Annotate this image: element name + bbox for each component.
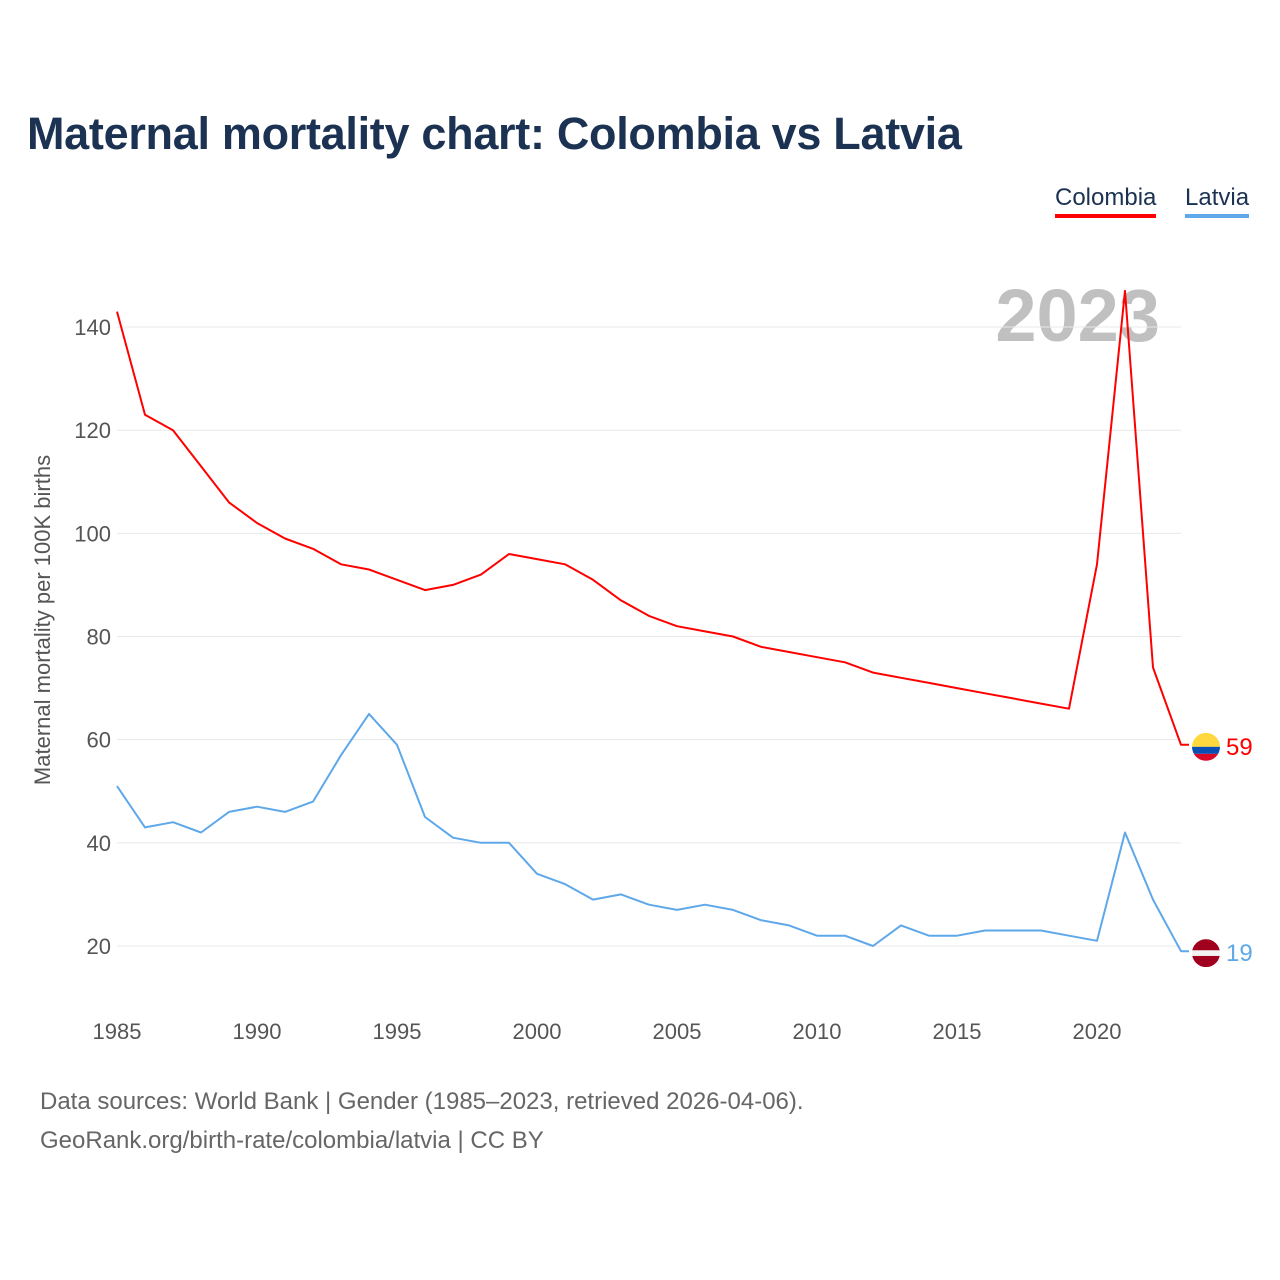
y-tick-label: 20 — [87, 934, 111, 959]
chart-title: Maternal mortality chart: Colombia vs La… — [27, 108, 962, 159]
x-tick-label: 1985 — [93, 1019, 142, 1044]
x-tick-label: 2010 — [793, 1019, 842, 1044]
series-line-colombia — [116, 289, 1189, 746]
x-tick-label: 1995 — [373, 1019, 422, 1044]
y-tick-label: 140 — [74, 315, 111, 340]
x-tick-label: 2000 — [513, 1019, 562, 1044]
footer-credit: GeoRank.org/birth-rate/colombia/latvia |… — [40, 1127, 544, 1154]
x-tick-label: 2005 — [653, 1019, 702, 1044]
footer-sources: Data sources: World Bank | Gender (1985–… — [40, 1088, 804, 1115]
flag-latvia-icon — [1192, 939, 1220, 968]
x-tick-label: 2015 — [933, 1019, 982, 1044]
y-tick-label: 40 — [87, 831, 111, 856]
end-value-label-colombia: 59 — [1226, 734, 1253, 761]
y-tick-label: 100 — [74, 521, 111, 546]
y-tick-label: 120 — [74, 418, 111, 443]
series-line-latvia — [116, 712, 1189, 953]
x-tick-label: 1990 — [233, 1019, 282, 1044]
y-tick-label: 60 — [87, 728, 111, 753]
y-tick-label: 80 — [87, 625, 111, 650]
legend-colombia[interactable]: Colombia — [1055, 184, 1157, 218]
x-tick-label: 2020 — [1073, 1019, 1122, 1044]
legend-latvia[interactable]: Latvia — [1185, 184, 1250, 218]
end-value-label-latvia: 19 — [1226, 940, 1253, 967]
year-label: 2023 — [995, 274, 1160, 357]
flag-colombia-icon — [1192, 732, 1220, 761]
y-axis-label: Maternal mortality per 100K births — [30, 455, 55, 785]
